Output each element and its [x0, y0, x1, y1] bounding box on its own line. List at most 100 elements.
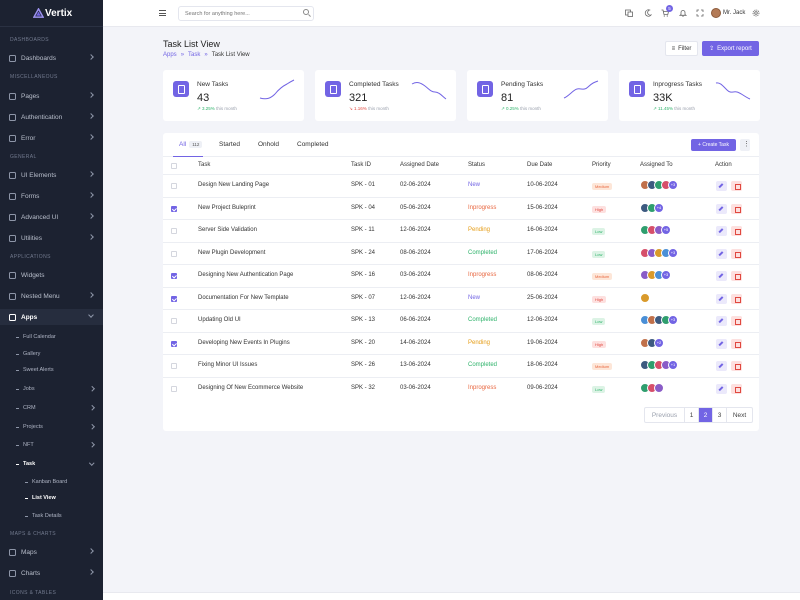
create-task-button[interactable]: + Create Task [691, 139, 736, 151]
sidebar-sub-kanban[interactable]: Kanban Board [0, 475, 103, 489]
edit-icon[interactable] [716, 271, 727, 281]
more-assignees-badge[interactable]: +5 [661, 225, 671, 235]
row-checkbox[interactable] [171, 273, 177, 279]
row-checkbox[interactable] [171, 295, 177, 302]
tab-onhold[interactable]: Onhold [258, 141, 279, 148]
bell-icon[interactable] [679, 9, 687, 17]
row-checkbox[interactable] [171, 363, 177, 369]
cart-icon[interactable]: 5 [661, 5, 673, 17]
delete-icon[interactable] [731, 293, 742, 304]
sidebar-item-ui-elements[interactable]: UI Elements [0, 167, 103, 183]
pagination-previous[interactable]: Previous [645, 408, 685, 422]
edit-icon[interactable] [716, 248, 727, 259]
sidebar-sub-nft[interactable]: NFT [0, 438, 103, 452]
more-options-icon[interactable] [740, 139, 750, 151]
language-icon[interactable] [625, 9, 633, 17]
more-assignees-badge[interactable]: +1 [668, 360, 678, 370]
row-checkbox[interactable] [171, 205, 177, 212]
edit-icon[interactable] [716, 181, 727, 191]
sidebar-sub-gallery[interactable]: Gallery [0, 347, 103, 361]
assignee-avatar[interactable] [640, 292, 650, 303]
row-checkbox[interactable] [171, 340, 177, 347]
edit-icon[interactable] [716, 383, 727, 394]
delete-icon[interactable] [731, 383, 742, 394]
sidebar-item-nested-menu[interactable]: Nested Menu [0, 288, 103, 304]
moon-icon[interactable] [644, 9, 652, 17]
delete-icon[interactable] [731, 271, 742, 281]
tab-completed[interactable]: Completed [297, 141, 329, 148]
sidebar-item-maps[interactable]: Maps [0, 544, 103, 560]
more-assignees-badge[interactable]: +3 [668, 315, 678, 325]
assignee-group: +3 [640, 270, 671, 280]
edit-icon[interactable] [716, 203, 727, 214]
delete-icon[interactable] [731, 361, 742, 371]
edit-icon[interactable] [716, 338, 727, 349]
sidebar-sub-jobs[interactable]: Jobs [0, 382, 103, 396]
pagination-page-3[interactable]: 3 [713, 408, 727, 422]
breadcrumb-task[interactable]: Task [188, 52, 201, 58]
tab-started[interactable]: Started [219, 141, 240, 148]
chevron-down-icon [88, 460, 94, 466]
delete-icon[interactable] [731, 338, 742, 349]
delete-icon[interactable] [731, 226, 742, 236]
sidebar-sub-projects[interactable]: Projects [0, 420, 103, 434]
delete-icon[interactable] [731, 203, 742, 214]
select-all-checkbox[interactable] [171, 163, 177, 169]
status-text: Pending [468, 339, 491, 346]
sidebar-item-utilities[interactable]: Utilities [0, 230, 103, 246]
gear-icon[interactable] [752, 9, 760, 17]
search-input[interactable] [178, 6, 314, 21]
fullscreen-icon[interactable] [696, 9, 704, 17]
sidebar-item-error[interactable]: Error [0, 130, 103, 146]
sidebar-sub-crm[interactable]: CRM [0, 401, 103, 415]
sidebar-item-authentication[interactable]: Authentication [0, 109, 103, 125]
edit-icon[interactable] [716, 293, 727, 304]
sidebar-sub-task-details[interactable]: Task Details [0, 509, 103, 523]
sidebar-item-forms[interactable]: Forms [0, 188, 103, 204]
export-report-button[interactable]: ⇪ Export report [702, 41, 759, 56]
sidebar-item-apps[interactable]: Apps [0, 309, 103, 325]
more-assignees-badge[interactable]: +3 [668, 180, 678, 190]
more-assignees-badge[interactable]: +2 [654, 337, 664, 348]
sidebar-sub-sweet-alerts[interactable]: Sweet Alerts [0, 363, 103, 377]
assignee-avatar[interactable] [654, 382, 664, 393]
sidebar-item-dashboards[interactable]: Dashboards [0, 50, 103, 66]
brand[interactable]: Vertix [0, 0, 103, 27]
sidebar-item-label: Error [21, 134, 36, 142]
table-row: New Project Buleprint SPK - 04 05-06-2024 I… [163, 196, 759, 219]
sidebar-item-charts[interactable]: Charts [0, 565, 103, 581]
pagination-next[interactable]: Next [732, 411, 747, 419]
pagination-page-1[interactable]: 1 [685, 408, 699, 422]
more-assignees-badge[interactable]: +3 [668, 247, 678, 258]
edit-icon[interactable] [716, 361, 727, 371]
sidebar-sub-list-view[interactable]: List View [0, 491, 103, 505]
row-checkbox[interactable] [171, 318, 177, 324]
filter-button[interactable]: ≡ Filter [665, 41, 698, 56]
sidebar-item-widgets[interactable]: Widgets [0, 267, 103, 283]
widget-icon [9, 271, 16, 279]
cart-count-badge: 5 [666, 5, 673, 12]
tab-all[interactable]: All 112 [179, 141, 203, 148]
sidebar-item-pages[interactable]: Pages [0, 88, 103, 104]
edit-icon[interactable] [716, 226, 727, 236]
more-assignees-badge[interactable]: +4 [654, 202, 664, 213]
row-checkbox[interactable] [171, 385, 177, 392]
sidebar-item-advanced-ui[interactable]: Advanced UI [0, 209, 103, 225]
search-icon[interactable] [303, 9, 309, 15]
edit-icon[interactable] [716, 316, 727, 326]
sidebar-sub-full-calendar[interactable]: Full Calendar [0, 330, 103, 344]
menu-toggle-icon[interactable] [159, 10, 166, 16]
user-avatar[interactable] [711, 8, 721, 18]
more-assignees-badge[interactable]: +3 [661, 270, 671, 280]
delete-icon[interactable] [731, 316, 742, 326]
delete-icon[interactable] [731, 181, 742, 191]
breadcrumb-apps[interactable]: Apps [163, 52, 177, 58]
row-checkbox[interactable] [171, 250, 177, 257]
pagination-page-2[interactable]: 2 [699, 408, 713, 422]
delete-icon[interactable] [731, 248, 742, 259]
sidebar-sub-task[interactable]: Task [0, 457, 103, 471]
user-name[interactable]: Mr. Jack [723, 10, 746, 16]
row-checkbox[interactable] [171, 228, 177, 234]
dash-icon [16, 388, 19, 390]
row-checkbox[interactable] [171, 183, 177, 189]
